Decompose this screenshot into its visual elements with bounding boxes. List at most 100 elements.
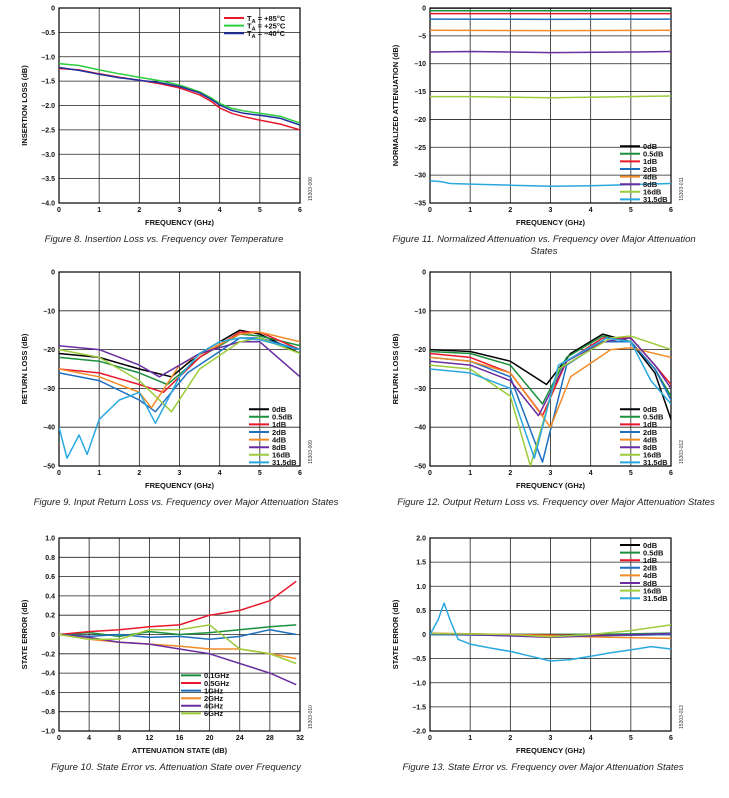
x-tick-label: 6 — [298, 207, 302, 214]
x-tick-label: 6 — [669, 735, 673, 742]
x-tick-label: 12 — [145, 735, 153, 742]
x-tick-label: 32 — [296, 735, 304, 742]
x-tick-label: 4 — [589, 735, 593, 742]
figure-caption: Figure 12. Output Return Loss vs. Freque… — [397, 497, 715, 508]
y-tick-label: –1.5 — [41, 79, 55, 86]
x-tick-label: 6 — [298, 470, 302, 477]
figure-code: 15303-008 — [308, 177, 314, 201]
x-axis-label: FREQUENCY (GHz) — [145, 218, 215, 227]
y-tick-label: –30 — [414, 173, 426, 180]
x-tick-label: 2 — [508, 207, 512, 214]
y-tick-label: 0.4 — [45, 593, 55, 600]
figure-caption: Figure 8. Insertion Loss vs. Frequency o… — [45, 234, 284, 245]
figure-caption: Figure 11. Normalized Attenuation vs. Fr… — [392, 234, 695, 245]
y-axis-label: NORMALIZED ATTENUATION (dB) — [391, 44, 400, 166]
x-tick-label: 5 — [629, 735, 633, 742]
legend-label: 31.5dB — [643, 195, 668, 204]
y-tick-label: –30 — [43, 386, 55, 393]
legend-label: 6GHz — [204, 709, 223, 718]
x-tick-label: 6 — [669, 207, 673, 214]
x-tick-label: 5 — [258, 470, 262, 477]
y-tick-label: –50 — [414, 464, 426, 471]
y-tick-label: –0.5 — [412, 656, 426, 663]
y-axis-label: INSERTION LOSS (dB) — [20, 65, 29, 146]
y-tick-label: 0 — [422, 6, 426, 13]
x-tick-label: 1 — [97, 470, 101, 477]
series-line-4GHz — [59, 635, 296, 685]
x-tick-label: 1 — [97, 207, 101, 214]
figure-code: 15303-010 — [308, 705, 314, 729]
x-tick-label: 0 — [428, 207, 432, 214]
y-tick-label: 1.5 — [416, 560, 426, 567]
x-tick-label: 2 — [137, 207, 141, 214]
y-tick-label: –1.5 — [412, 704, 426, 711]
y-tick-label: –0.4 — [41, 671, 55, 678]
y-tick-label: –0.5 — [41, 30, 55, 37]
x-axis-label: FREQUENCY (GHz) — [516, 218, 586, 227]
y-tick-label: –0.2 — [41, 651, 55, 658]
y-tick-label: –0.8 — [41, 709, 55, 716]
y-tick-label: –20 — [414, 117, 426, 124]
x-tick-label: 4 — [87, 735, 91, 742]
y-tick-label: –2.0 — [41, 103, 55, 110]
x-tick-label: 0 — [57, 470, 61, 477]
y-tick-label: –10 — [414, 308, 426, 315]
y-tick-label: –4.0 — [41, 201, 55, 208]
x-tick-label: 2 — [508, 735, 512, 742]
x-tick-label: 1 — [468, 735, 472, 742]
figure-caption: Figure 10. State Error vs. Attenuation S… — [51, 762, 302, 773]
y-tick-label: –20 — [43, 347, 55, 354]
x-tick-label: 5 — [629, 207, 633, 214]
x-tick-label: 3 — [549, 735, 553, 742]
legend-label: 31.5dB — [272, 458, 297, 467]
y-axis-label: STATE ERROR (dB) — [20, 599, 29, 669]
y-tick-label: –0.6 — [41, 690, 55, 697]
x-tick-label: 6 — [669, 470, 673, 477]
y-tick-label: –40 — [414, 425, 426, 432]
y-tick-label: –2.0 — [412, 729, 426, 736]
x-tick-label: 3 — [178, 470, 182, 477]
x-tick-label: 0 — [57, 735, 61, 742]
y-tick-label: –50 — [43, 464, 55, 471]
x-tick-label: 0 — [428, 470, 432, 477]
x-axis-label: FREQUENCY (GHz) — [516, 746, 586, 755]
y-tick-label: –1.0 — [412, 680, 426, 687]
figure-caption: Figure 13. State Error vs. Frequency ove… — [402, 762, 683, 773]
y-axis-label: RETURN LOSS (dB) — [20, 333, 29, 404]
y-tick-label: –30 — [414, 386, 426, 393]
x-tick-label: 8 — [117, 735, 121, 742]
x-axis-label: FREQUENCY (GHz) — [145, 481, 215, 490]
figure-code: 15303-013 — [679, 705, 685, 729]
x-tick-label: 2 — [508, 470, 512, 477]
x-tick-label: 1 — [468, 470, 472, 477]
y-tick-label: –2.5 — [41, 127, 55, 134]
x-tick-label: 3 — [178, 207, 182, 214]
legend-label: 31.5dB — [643, 458, 668, 467]
x-tick-label: 4 — [218, 207, 222, 214]
y-tick-label: 0 — [51, 6, 55, 13]
y-tick-label: 0.6 — [45, 574, 55, 581]
x-tick-label: 5 — [629, 470, 633, 477]
y-tick-label: –10 — [43, 308, 55, 315]
y-tick-label: 0.2 — [45, 613, 55, 620]
y-tick-label: 0 — [51, 632, 55, 639]
legend: TA = +85°CTA = +25°CTA = –40°C — [224, 14, 286, 40]
x-tick-label: 24 — [236, 735, 244, 742]
x-tick-label: 16 — [176, 735, 184, 742]
x-axis-label: ATTENUATION STATE (dB) — [132, 746, 228, 755]
figure-caption: States — [531, 246, 558, 257]
x-tick-label: 4 — [218, 470, 222, 477]
y-tick-label: –3.5 — [41, 176, 55, 183]
y-tick-label: 0 — [422, 632, 426, 639]
y-axis-label: RETURN LOSS (dB) — [391, 333, 400, 404]
